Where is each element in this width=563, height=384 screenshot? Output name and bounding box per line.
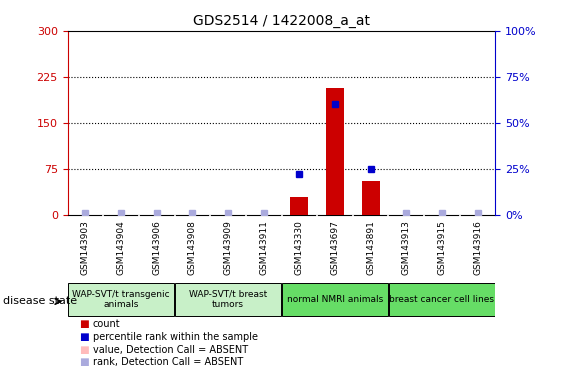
Text: normal NMRI animals: normal NMRI animals — [287, 295, 383, 304]
Text: GSM143916: GSM143916 — [473, 220, 482, 275]
Text: disease state: disease state — [3, 296, 77, 306]
Text: count: count — [93, 319, 120, 329]
Text: WAP-SVT/t transgenic
animals: WAP-SVT/t transgenic animals — [72, 290, 170, 309]
Text: ■: ■ — [79, 345, 88, 355]
Text: GSM143904: GSM143904 — [117, 220, 126, 275]
Text: GSM143697: GSM143697 — [330, 220, 339, 275]
Text: GSM143911: GSM143911 — [259, 220, 268, 275]
Text: GSM143891: GSM143891 — [366, 220, 375, 275]
Title: GDS2514 / 1422008_a_at: GDS2514 / 1422008_a_at — [193, 14, 370, 28]
Bar — [291, 197, 309, 215]
Bar — [389, 283, 495, 316]
Text: GSM143913: GSM143913 — [402, 220, 411, 275]
Text: breast cancer cell lines: breast cancer cell lines — [390, 295, 494, 304]
Text: value, Detection Call = ABSENT: value, Detection Call = ABSENT — [93, 345, 248, 355]
Text: percentile rank within the sample: percentile rank within the sample — [93, 332, 258, 342]
Text: GSM143915: GSM143915 — [437, 220, 446, 275]
Bar — [175, 283, 281, 316]
Bar — [282, 283, 388, 316]
Text: rank, Detection Call = ABSENT: rank, Detection Call = ABSENT — [93, 358, 243, 367]
Text: GSM143330: GSM143330 — [295, 220, 304, 275]
Text: ■: ■ — [79, 358, 88, 367]
Text: GSM143906: GSM143906 — [152, 220, 161, 275]
Bar — [326, 88, 344, 215]
Text: GSM143903: GSM143903 — [81, 220, 90, 275]
Text: GSM143909: GSM143909 — [224, 220, 233, 275]
Bar — [68, 283, 174, 316]
Text: ■: ■ — [79, 332, 88, 342]
Bar — [361, 181, 379, 215]
Text: ■: ■ — [79, 319, 88, 329]
Text: WAP-SVT/t breast
tumors: WAP-SVT/t breast tumors — [189, 290, 267, 309]
Text: GSM143908: GSM143908 — [188, 220, 197, 275]
